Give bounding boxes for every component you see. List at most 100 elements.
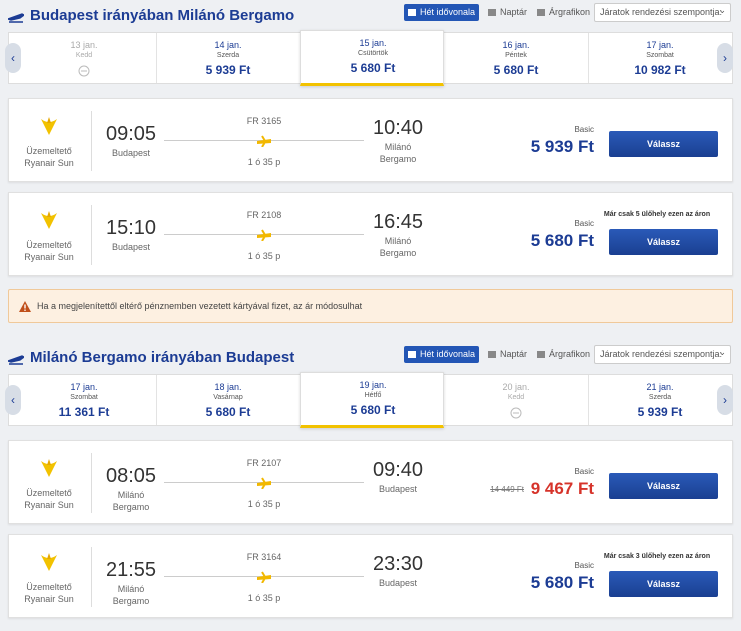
section-title: Milánó Bergamo irányában Budapest — [30, 349, 295, 366]
tab-icon — [408, 351, 416, 358]
day-price: 5 939 Ft — [205, 63, 251, 77]
day-cell[interactable]: 19 jan. Hétfő 5 680 Ft — [300, 372, 444, 428]
view-tab[interactable]: Árgrafikon — [533, 346, 594, 363]
day-date: 14 jan. — [214, 40, 242, 50]
duration: 1 ó 35 p — [247, 499, 281, 509]
seat-note: Már csak 3 ülőhely ezen az áron — [603, 553, 711, 560]
old-price: 14 449 Ft — [490, 485, 524, 494]
dep-city: Budapest — [111, 242, 151, 252]
arr-city: Milánó Bergamo — [379, 142, 417, 164]
day-cell[interactable]: 18 jan. Vasárnap 5 680 Ft — [156, 375, 300, 427]
flight-number: FR 3165 — [246, 116, 282, 126]
warning-icon — [19, 301, 31, 312]
notice-text: Ha a megjelenítettől eltérő pénznemben v… — [37, 301, 363, 311]
airline-logo — [37, 209, 61, 238]
day-weekday: Szombat — [70, 394, 98, 401]
operator-label: Üzemeltető — [26, 146, 72, 156]
arr-city: Budapest — [378, 578, 418, 588]
select-caret: ⌄ — [718, 5, 726, 15]
divider — [91, 453, 92, 513]
day-cell: 20 jan. Kedd — [444, 375, 588, 427]
day-price: 5 939 Ft — [637, 405, 683, 419]
date-strip: 13 jan. Kedd 14 jan. Szerda 5 939 Ft 15 jan. C… — [5, 30, 733, 86]
route-plane — [256, 570, 272, 588]
next-arrow[interactable]: › — [717, 385, 733, 415]
date-strip: 17 jan. Szombat 11 361 Ft 18 jan. Vasárnap 5 … — [5, 372, 733, 428]
view-tab[interactable]: Naptár — [484, 4, 531, 21]
sort-select[interactable]: Járatok rendezési szempontja: ⌄ — [594, 345, 731, 364]
flight-card: Üzemeltető Ryanair Sun 08:05 Milánó Bergamo… — [8, 440, 733, 524]
route-plane — [256, 134, 272, 152]
prev-arrow[interactable]: ‹ — [5, 43, 21, 73]
operator-label: Üzemeltető — [26, 488, 72, 498]
prev-arrow[interactable]: ‹ — [5, 385, 21, 415]
sort-select[interactable]: Járatok rendezési szempontja: ⌄ — [594, 3, 731, 22]
arr-city: Budapest — [378, 484, 418, 494]
fare-class: Basic — [574, 467, 594, 476]
day-date: 17 jan. — [70, 382, 98, 392]
duration: 1 ó 35 p — [247, 593, 281, 603]
arr-time: 09:40 — [372, 459, 424, 481]
select-button[interactable]: Válassz — [609, 131, 718, 157]
dep-city: Milánó Bergamo — [112, 490, 150, 512]
day-date: 16 jan. — [502, 40, 530, 50]
divider — [91, 547, 92, 607]
airline-name: Ryanair Sun — [24, 500, 74, 510]
day-weekday: Szerda — [216, 52, 240, 59]
select-button[interactable]: Válassz — [609, 571, 718, 597]
day-cell[interactable]: 17 jan. Szombat 11 361 Ft — [12, 375, 156, 427]
route-plane — [256, 476, 272, 494]
flight-card: Üzemeltető Ryanair Sun 21:55 Milánó Bergamo… — [8, 534, 733, 618]
price: 5 680 Ft — [530, 573, 594, 592]
flight-card: Üzemeltető Ryanair Sun 15:10 Budapest FR 210… — [8, 192, 733, 276]
dep-city: Budapest — [111, 148, 151, 158]
day-weekday: Szerda — [648, 394, 672, 401]
route-plane — [256, 228, 272, 246]
select-button[interactable]: Válassz — [609, 473, 718, 499]
view-tab[interactable]: Naptár — [484, 346, 531, 363]
day-date: 19 jan. — [359, 380, 387, 390]
unavailable-icon — [510, 406, 522, 424]
day-price: 5 680 Ft — [493, 63, 539, 77]
flight-number: FR 2108 — [246, 210, 282, 220]
day-cell[interactable]: 15 jan. Csütörtök 5 680 Ft — [300, 30, 444, 86]
price: 5 939 Ft — [530, 137, 594, 156]
day-weekday: Hétfő — [364, 392, 382, 399]
day-price: 5 680 Ft — [350, 61, 396, 75]
day-weekday: Szombat — [646, 52, 674, 59]
day-date: 18 jan. — [214, 382, 242, 392]
tab-icon — [537, 9, 545, 16]
select-button[interactable]: Válassz — [609, 229, 718, 255]
duration: 1 ó 35 p — [247, 251, 281, 261]
flight-number: FR 3164 — [246, 552, 282, 562]
day-price: 5 680 Ft — [205, 405, 251, 419]
day-cell[interactable]: 14 jan. Szerda 5 939 Ft — [156, 33, 300, 85]
day-weekday: Péntek — [505, 52, 527, 59]
next-arrow[interactable]: › — [717, 43, 733, 73]
price: 9 467 Ft — [530, 479, 594, 498]
day-price: 10 982 Ft — [634, 63, 686, 77]
airline-logo — [37, 551, 61, 580]
day-date: 15 jan. — [359, 38, 387, 48]
day-cell[interactable]: 21 jan. Szerda 5 939 Ft — [588, 375, 732, 427]
dep-time: 08:05 — [105, 465, 157, 487]
view-tab[interactable]: Árgrafikon — [533, 4, 594, 21]
day-weekday: Vasárnap — [213, 394, 243, 401]
section-title: Budapest irányában Milánó Bergamo — [30, 7, 295, 24]
view-tab[interactable]: Hét idővonala — [404, 4, 480, 21]
dep-time: 15:10 — [105, 217, 157, 239]
arr-time: 23:30 — [372, 553, 424, 575]
operator-label: Üzemeltető — [26, 582, 72, 592]
day-cell[interactable]: 16 jan. Péntek 5 680 Ft — [444, 33, 588, 85]
airline-name: Ryanair Sun — [24, 594, 74, 604]
day-divider — [588, 375, 589, 425]
dep-city: Milánó Bergamo — [112, 584, 150, 606]
day-cell[interactable]: 17 jan. Szombat 10 982 Ft — [588, 33, 732, 85]
view-tab[interactable]: Hét idővonala — [404, 346, 480, 363]
notice-box: Ha a megjelenítettől eltérő pénznemben v… — [8, 289, 733, 323]
airline-logo — [37, 457, 61, 486]
day-date: 21 jan. — [646, 382, 674, 392]
plane-icon — [5, 352, 26, 370]
airline-name: Ryanair Sun — [24, 252, 74, 262]
day-divider — [156, 33, 157, 83]
